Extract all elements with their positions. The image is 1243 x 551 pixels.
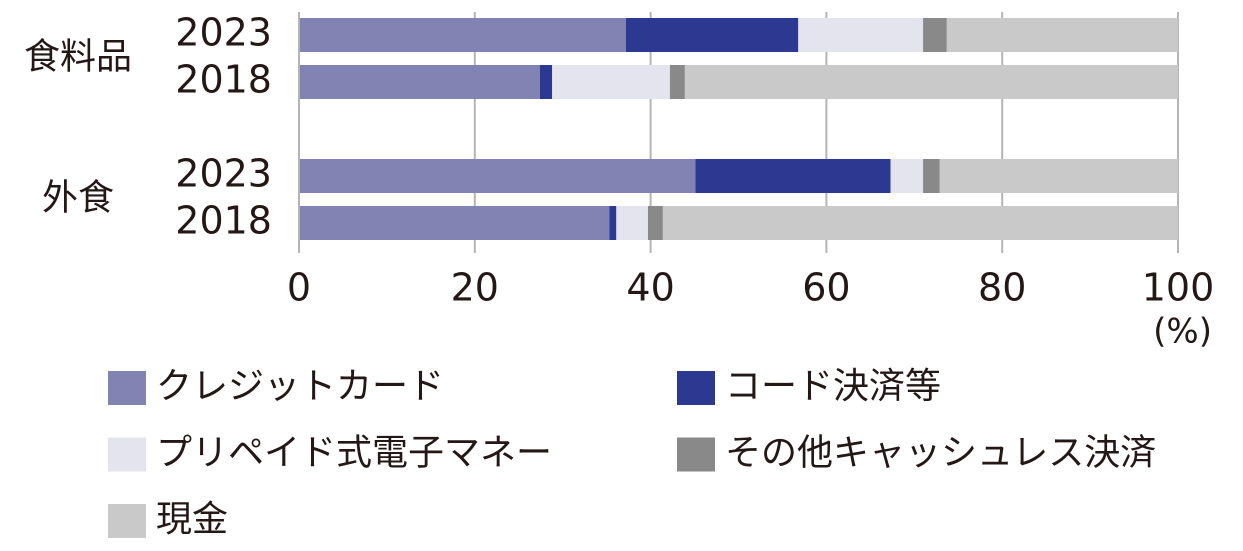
bar-segment [798, 18, 924, 52]
bar-segment [695, 159, 891, 193]
group-label: 食料品 [24, 37, 132, 78]
bar-segment [299, 65, 540, 99]
x-tick-label: 20 [451, 266, 499, 310]
bar-segment [662, 206, 1178, 240]
bar-segment [647, 206, 663, 240]
bar-segment [539, 65, 553, 99]
bar-segment [890, 159, 924, 193]
bar-segment [939, 159, 1178, 193]
x-axis-unit: (%) [1153, 312, 1212, 352]
bar-segment [299, 18, 626, 52]
legend-label: クレジットカード [156, 366, 444, 407]
legend-swatch [108, 504, 146, 538]
bar-segment [923, 159, 940, 193]
y-tick-label: 2023 [175, 11, 272, 55]
y-tick-label: 2018 [175, 58, 272, 102]
bar-segment [299, 159, 696, 193]
bar-segment [625, 18, 799, 52]
legend-label: その他キャッシュレス決済 [725, 433, 1156, 474]
x-tick-label: 0 [287, 266, 311, 310]
legend-label: プリペイド式電子マネー [156, 433, 552, 474]
bar-segment [616, 206, 648, 240]
y-tick-label: 2023 [175, 152, 272, 196]
bar-segment [552, 65, 670, 99]
x-tick-label: 100 [1142, 266, 1215, 310]
x-tick-label: 60 [802, 266, 850, 310]
bar-segment [669, 65, 685, 99]
legend-swatch [108, 437, 146, 472]
legend-label: コード決済等 [725, 366, 941, 407]
y-tick-label: 2018 [175, 199, 272, 243]
bar-segment [923, 18, 947, 52]
bar-segment [609, 206, 617, 240]
x-tick-label: 40 [626, 266, 674, 310]
bar-segment [299, 206, 610, 240]
x-tick-label: 80 [978, 266, 1026, 310]
legend-swatch [677, 371, 715, 405]
bar-segment [684, 65, 1178, 99]
group-label: 外食 [42, 178, 114, 219]
bar-segment [946, 18, 1178, 52]
legend-label: 現金 [156, 499, 228, 540]
legend-swatch [677, 437, 715, 472]
legend-swatch [108, 371, 146, 405]
